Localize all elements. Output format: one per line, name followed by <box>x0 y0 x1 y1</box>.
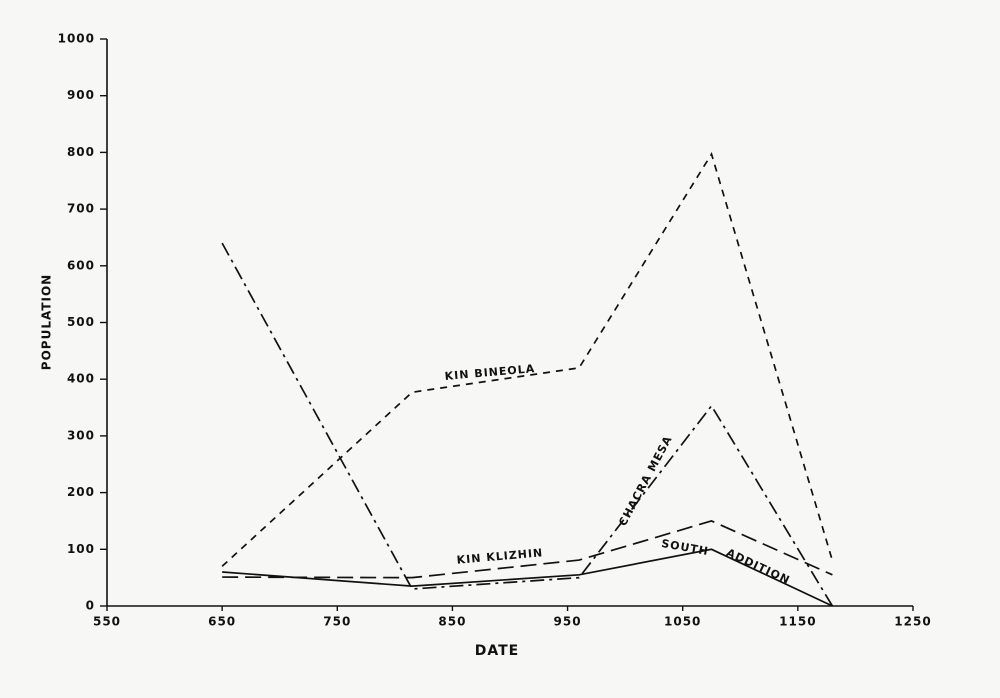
y-axis-title: POPULATION <box>40 274 54 370</box>
x-tick-label: 1050 <box>664 615 701 629</box>
series-line <box>222 520 833 579</box>
x-tick-label: 850 <box>438 615 466 629</box>
x-tick-label: 650 <box>208 615 236 629</box>
x-tick-label: 550 <box>93 615 121 629</box>
x-tick-label: 950 <box>554 615 582 629</box>
y-tick-label: 300 <box>67 428 95 442</box>
y-tick-label: 800 <box>67 145 95 159</box>
x-axis-title: DATE <box>475 643 519 659</box>
y-tick-label: 200 <box>67 485 95 499</box>
y-tick-label: 1000 <box>58 32 95 46</box>
x-tick-label: 750 <box>323 615 351 629</box>
x-tick-label: 1250 <box>894 615 931 629</box>
y-tick-label: 900 <box>67 88 95 102</box>
y-tick-label: 0 <box>86 599 95 613</box>
series-line <box>221 242 834 607</box>
x-tick-label: 1150 <box>779 615 816 629</box>
y-tick-label: 600 <box>67 258 95 272</box>
y-tick-label: 500 <box>67 315 95 329</box>
series-line <box>222 548 833 607</box>
y-tick-label: 700 <box>67 202 95 216</box>
y-tick-label: 400 <box>67 372 95 386</box>
y-tick-label: 100 <box>67 542 95 556</box>
series-line <box>221 152 834 567</box>
